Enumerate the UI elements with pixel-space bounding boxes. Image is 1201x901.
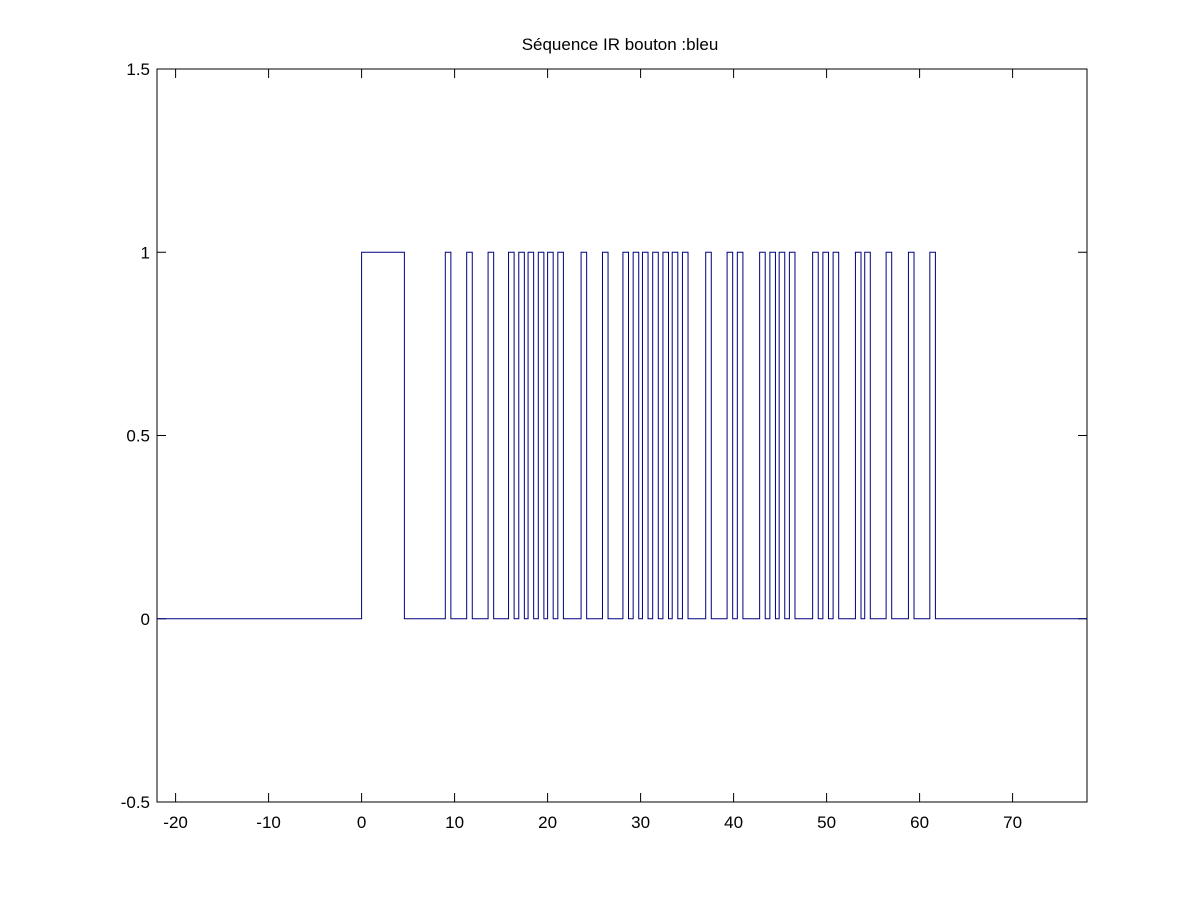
x-tick-label: 10 [445, 813, 464, 832]
x-tick-label: 50 [817, 813, 836, 832]
x-tick-label: 20 [538, 813, 557, 832]
x-tick-label: 40 [724, 813, 743, 832]
x-tick-label: -10 [256, 813, 281, 832]
chart-title: Séquence IR bouton :bleu [522, 35, 719, 54]
x-tick-label: 0 [357, 813, 366, 832]
y-tick-label: 0.5 [126, 427, 150, 446]
y-tick-labels: -0.5 0 0.5 1 1.5 [121, 60, 150, 812]
series-group [157, 251, 1087, 620]
y-tick-label: 1 [141, 243, 150, 262]
series-line [157, 251, 1087, 620]
y-tick-label: 0 [141, 610, 150, 629]
axes-box [156, 68, 1088, 803]
y-tick-label: -0.5 [121, 793, 150, 812]
x-tick-label: 60 [910, 813, 929, 832]
y-tick-label: 1.5 [126, 60, 150, 79]
x-tick-labels: -20 -10 0 10 20 30 40 50 60 70 [163, 813, 1022, 832]
x-tick-label: 30 [631, 813, 650, 832]
x-tick-label: -20 [163, 813, 188, 832]
x-tick-label: 70 [1003, 813, 1022, 832]
